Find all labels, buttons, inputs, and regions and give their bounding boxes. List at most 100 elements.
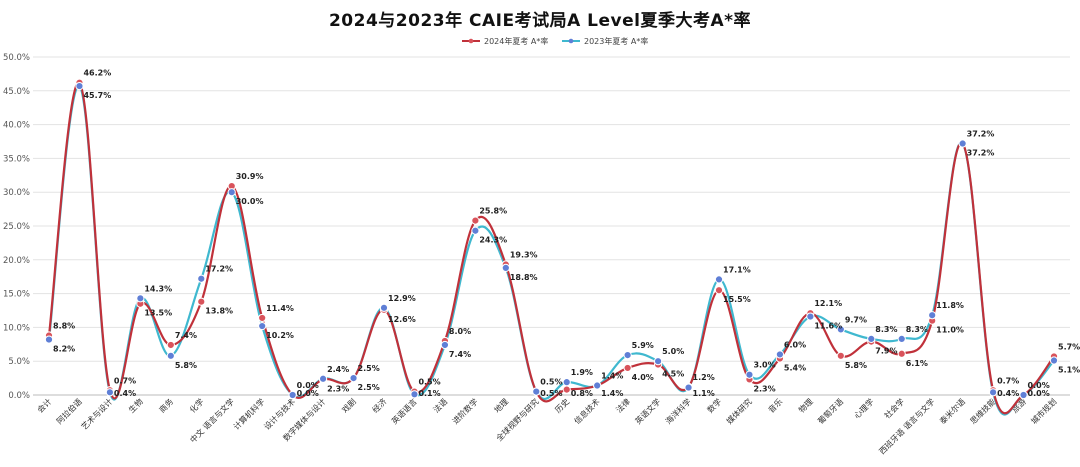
data-label: 12.9% — [388, 294, 416, 303]
x-tick-label: 海洋科学 — [663, 396, 693, 426]
x-tick-label: 媒体研究 — [724, 396, 754, 426]
data-label: 3.0% — [753, 361, 775, 370]
x-tick-label: 生物 — [126, 396, 144, 414]
y-tick-label: 0.0% — [8, 391, 30, 401]
y-tick-label: 50.0% — [3, 53, 30, 63]
data-point — [928, 311, 937, 320]
x-tick-label: 物理 — [796, 396, 814, 414]
data-point — [1049, 356, 1059, 365]
data-label: 4.5% — [662, 370, 684, 379]
data-point — [227, 188, 236, 197]
data-point — [166, 351, 175, 360]
data-label: 4.0% — [632, 373, 654, 382]
data-point — [562, 385, 571, 394]
y-tick-label: 30.0% — [3, 188, 30, 198]
data-point — [653, 357, 663, 366]
data-point — [623, 351, 632, 360]
data-point — [166, 340, 175, 350]
series-line-0 — [47, 81, 1055, 415]
data-label: 2.5% — [358, 383, 380, 392]
data-label: 1.4% — [601, 372, 623, 381]
data-label: 11.8% — [936, 301, 964, 310]
data-point — [775, 350, 785, 359]
data-point — [1019, 390, 1028, 400]
legend-label: 2023年夏考 A*率 — [584, 36, 648, 46]
data-label: 8.3% — [875, 325, 897, 334]
data-label: 0.5% — [540, 378, 562, 387]
data-label: 0.0% — [1028, 381, 1050, 390]
data-label: 24.3% — [479, 236, 507, 245]
data-point — [75, 81, 84, 91]
x-tick-label: 商务 — [157, 396, 175, 414]
x-tick-label: 化学 — [187, 396, 205, 414]
data-point — [988, 388, 998, 397]
data-labels: 8.8% 46.2% 0.7% 13.5% 7.4% 13.8% 30.9% 11.4% 0.0… — [53, 69, 1080, 398]
data-label: 0.0% — [1028, 389, 1050, 398]
data-label: 18.8% — [510, 273, 538, 282]
data-label: 0.7% — [114, 376, 136, 385]
data-label: 25.8% — [479, 207, 507, 216]
data-point — [684, 383, 693, 392]
x-tick-label: 英语文学 — [633, 396, 663, 426]
y-tick-label: 40.0% — [3, 121, 30, 131]
data-point — [197, 297, 206, 306]
data-label: 0.4% — [997, 389, 1019, 398]
data-label: 1.1% — [693, 389, 715, 398]
data-label: 5.0% — [662, 347, 684, 356]
data-label: 30.0% — [236, 197, 264, 206]
data-point — [410, 390, 419, 399]
data-point — [105, 388, 115, 397]
data-point — [623, 363, 632, 373]
data-label: 0.1% — [418, 389, 440, 398]
data-label: 1.2% — [693, 373, 715, 382]
data-label: 8.3% — [906, 325, 928, 334]
data-label: 7.4% — [449, 350, 471, 359]
x-tick-label: 音乐 — [766, 396, 784, 414]
data-point — [836, 325, 845, 334]
chart-title: 2024与2023年 CAIE考试局A Level夏季大考A*率 — [328, 11, 752, 31]
x-tick-label: 法律 — [614, 396, 632, 414]
y-tick-label: 35.0% — [3, 154, 30, 164]
x-tick-label: 信息技术 — [572, 396, 602, 426]
data-label: 8.8% — [53, 322, 75, 331]
legend-marker — [468, 38, 474, 44]
data-point — [562, 378, 571, 387]
data-point — [958, 139, 967, 148]
x-tick-label: 社会学 — [882, 396, 906, 420]
data-label: 2.3% — [327, 384, 349, 393]
data-label: 30.9% — [236, 172, 264, 181]
data-point — [501, 263, 510, 273]
data-label: 12.1% — [814, 299, 842, 308]
data-point — [318, 374, 328, 383]
x-tick-label: 艺术与设计 — [79, 396, 114, 431]
data-label: 0.8% — [571, 389, 593, 398]
data-label: 11.6% — [814, 322, 842, 331]
x-tick-label: 泰米尔语 — [937, 396, 967, 426]
data-point — [471, 216, 480, 225]
y-tick-label: 15.0% — [3, 290, 30, 300]
data-label: 5.1% — [1058, 366, 1080, 375]
data-point — [593, 381, 602, 390]
data-label: 0.0% — [297, 389, 319, 398]
x-tick-label: 戏剧 — [340, 396, 358, 414]
x-tick-label: 进阶数学 — [450, 396, 480, 426]
data-label: 6.0% — [784, 340, 806, 349]
x-tick-label: 阿拉伯语 — [54, 396, 84, 426]
data-label: 7.4% — [175, 331, 197, 340]
x-tick-label: 计算机科学 — [231, 396, 266, 431]
data-label: 13.8% — [205, 307, 233, 316]
data-label: 37.2% — [967, 149, 995, 158]
data-label: 2.3% — [753, 384, 775, 393]
grid-layer — [33, 56, 1070, 396]
data-label: 5.8% — [175, 361, 197, 370]
series-line-1 — [47, 84, 1055, 416]
x-tick-label: 经济 — [370, 396, 388, 414]
data-label: 17.2% — [205, 265, 233, 274]
data-label: 1.9% — [571, 368, 593, 377]
data-point — [897, 334, 906, 343]
data-point — [349, 374, 358, 383]
data-point — [136, 294, 145, 303]
data-label: 8.0% — [449, 327, 471, 336]
x-tick-label: 英语语言 — [389, 396, 419, 426]
